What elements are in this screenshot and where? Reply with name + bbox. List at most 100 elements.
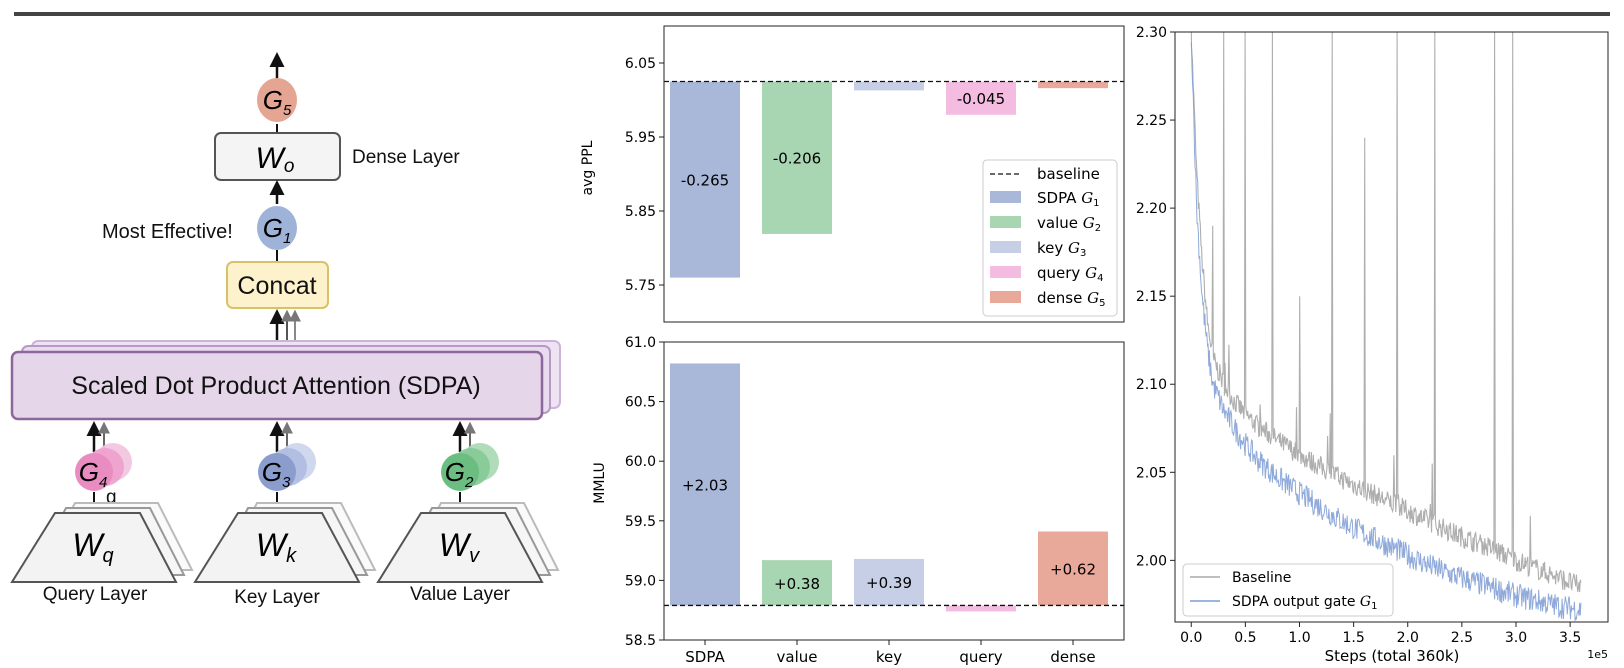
svg-text:Wo: Wo (256, 142, 295, 177)
wk-base: W (256, 527, 289, 563)
legend-baseline-series: Baseline (1232, 570, 1291, 586)
wv-trapezoid: Wv (376, 512, 544, 583)
g1-sub: 1 (283, 230, 291, 247)
mmlu-bar-query (946, 605, 1016, 612)
line-xtick-label: 2.0 (1397, 630, 1419, 646)
ppl-plot-frame (663, 25, 1125, 323)
line-xtick-label: 3.5 (1559, 630, 1581, 646)
mmlu-ytick-label: 60.0 (625, 454, 656, 470)
line-ytick-label: 2.10 (1136, 377, 1167, 393)
mmlu-bar-label: +0.62 (1050, 560, 1096, 578)
mmlu-bar-chart: MMLU 61.0 60.5 60.0 59.5 59.0 58.5 +2.03 +0.38… (592, 335, 1125, 666)
legend-item-sub: 4 (1097, 273, 1103, 284)
query-layer-label: Query Layer (43, 584, 148, 605)
svg-text:G5: G5 (263, 85, 292, 119)
legend-gate-series: SDPA output gate G1 (1232, 594, 1377, 612)
mmlu-bar-dense (1038, 531, 1108, 606)
legend-item-sub: 3 (1080, 248, 1086, 259)
mmlu-ytick-label: 59.5 (625, 514, 656, 530)
legend-swatch (990, 241, 1021, 253)
line-ytick-label: 2.05 (1136, 465, 1167, 481)
key-column: G3 Wk Key Layer (193, 421, 377, 608)
ppl-bar-label: -0.265 (681, 172, 729, 190)
legend-item-sub: 1 (1093, 198, 1099, 209)
legend-item-g: G (1068, 239, 1080, 257)
legend-item-g: G (1087, 289, 1099, 307)
mmlu-xtick-label: value (777, 648, 818, 666)
dense-layer-label: Dense Layer (352, 147, 460, 168)
mmlu-xtick-label: dense (1050, 648, 1095, 666)
key-layer-label: Key Layer (234, 587, 320, 608)
wq-trapezoid: Wq (10, 512, 178, 583)
g3-sub: 3 (282, 474, 291, 491)
wo-box: Wo (214, 132, 341, 181)
legend-item-sub: 5 (1099, 298, 1105, 309)
value-layer-label: Value Layer (410, 584, 511, 605)
wq-sub: q (103, 545, 114, 567)
mmlu-bar-label: +0.38 (774, 575, 820, 593)
sdpa-label: Scaled Dot Product Attention (SDPA) (71, 372, 480, 400)
line-xlabel: Steps (total 360k) (1325, 647, 1460, 665)
value-column: G2 Wv Value Layer (376, 421, 560, 605)
legend-gate-sub: 1 (1371, 601, 1377, 612)
wk-sub: k (286, 545, 297, 567)
svg-text:G2: G2 (445, 457, 474, 491)
line-ytick-label: 2.00 (1136, 553, 1167, 569)
mmlu-xtick-label: query (959, 648, 1002, 666)
wq-base: W (72, 527, 105, 563)
ppl-bar-query (946, 81, 1016, 115)
mmlu-bar-SDPA (670, 363, 740, 606)
query-column: G4 g Wq Query Layer (10, 421, 194, 605)
line-xtick-label: 3.0 (1505, 630, 1527, 646)
line-x-multiplier: 1e5 (1587, 648, 1608, 661)
line-ytick-label: 2.20 (1136, 201, 1167, 217)
mmlu-xtick-label: SDPA (685, 648, 725, 666)
gate-g1: G1 (257, 206, 297, 250)
legend-item-text: key (1037, 239, 1068, 257)
ppl-bar-SDPA (670, 81, 740, 278)
line-xtick-label: 1.5 (1342, 630, 1364, 646)
line-ytick-label: 2.25 (1136, 113, 1167, 129)
g2-sub: 2 (464, 474, 474, 491)
legend-item-text: SDPA (1037, 189, 1081, 207)
legend-item-text: value (1037, 214, 1083, 232)
line-xtick-label: 1.0 (1288, 630, 1310, 646)
svg-text:Wk: Wk (256, 527, 297, 567)
line-xtick-label: 0.5 (1234, 630, 1256, 646)
gate-g2: G2 (441, 453, 479, 491)
legend-item: SDPA G1 (1037, 189, 1100, 209)
mmlu-bar-key (854, 558, 924, 606)
legend-item-g: G (1081, 189, 1093, 207)
ppl-bar-label: -0.045 (957, 90, 1005, 108)
baseline-loss-line (1190, 32, 1582, 593)
mmlu-ytick-label: 58.5 (625, 633, 656, 649)
legend-item-g: G (1083, 214, 1095, 232)
g2-base: G (445, 457, 465, 487)
mmlu-bar-label: +0.39 (866, 574, 912, 592)
legend-item: dense G5 (1037, 289, 1105, 309)
ppl-bar-key (854, 81, 924, 91)
svg-text:Wq: Wq (72, 527, 113, 567)
gate-g3: G3 (258, 453, 296, 491)
ppl-bar-label: -0.206 (773, 150, 821, 168)
mmlu-xtick-label: key (876, 648, 902, 666)
mmlu-ytick-label: 60.5 (625, 395, 656, 411)
g1-base: G (263, 213, 283, 243)
legend-item-g: G (1085, 264, 1097, 282)
svg-text:G3: G3 (262, 457, 291, 491)
g5-sub: 5 (283, 102, 292, 119)
g4-base: G (79, 457, 99, 487)
line-xtick-label: 0.0 (1180, 630, 1202, 646)
line-ytick-label: 2.30 (1136, 25, 1167, 41)
gate-loss-line (1190, 32, 1582, 621)
mmlu-ytick-label: 59.0 (625, 573, 656, 589)
line-legend: Baseline SDPA output gate G1 (1182, 563, 1394, 617)
legend-gate-text: SDPA output gate (1232, 594, 1360, 610)
wv-base: W (439, 527, 472, 563)
wv-sub: v (469, 545, 480, 567)
legend-item: query G4 (1037, 264, 1103, 284)
wk-trapezoid: Wk (193, 512, 361, 583)
legend-swatch (990, 291, 1021, 303)
